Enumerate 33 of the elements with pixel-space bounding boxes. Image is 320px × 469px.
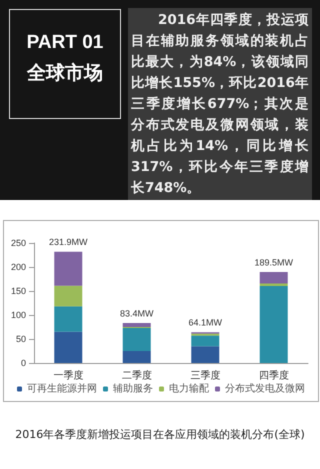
y-tick-label: 100	[10, 310, 26, 320]
y-tick-label: 0	[20, 358, 26, 368]
x-tick-label: 一季度	[53, 370, 84, 382]
legend-label: 分布式发电及微网	[225, 382, 305, 394]
y-tick-label: 200	[10, 262, 26, 272]
text: 2016年各季度新增投运项目在各应用领域的装机分布(全球)	[14, 427, 306, 442]
bar	[260, 272, 288, 284]
bar	[122, 351, 151, 363]
legend-label: 辅助服务	[113, 382, 153, 394]
total-label: 189.5MW	[254, 258, 294, 268]
bar	[191, 336, 220, 346]
total-label: 83.4MW	[120, 308, 154, 318]
bar	[54, 306, 82, 332]
text: PART 01	[26, 32, 104, 54]
bar	[122, 328, 151, 351]
bar	[54, 332, 82, 363]
text: 全球市场	[26, 61, 104, 86]
text: 2016年四季度，投运项目在辅助服务领域的装机占比最大，为84%，该领域同比增长155%，环比2016年三季度增长677%；其次是分布式发电及微网领域，装机占比为14%，同比增长317%，环比今年三季度增长748%。	[131, 12, 309, 196]
bar	[191, 346, 220, 363]
x-tick-label: 四季度	[258, 370, 289, 382]
legend-label: 电力输配	[169, 382, 209, 394]
total-label: 231.9MW	[48, 237, 88, 248]
legend-label: 可再生能源并网	[27, 382, 97, 394]
bar	[54, 286, 82, 306]
total-label: 64.1MW	[188, 318, 223, 328]
bar	[260, 286, 288, 363]
y-tick-label: 150	[10, 286, 26, 296]
x-tick-label: 三季度	[190, 370, 220, 382]
bar	[54, 252, 82, 286]
y-tick-label: 250	[10, 238, 26, 248]
bar	[122, 322, 151, 327]
y-tick-label: 50	[16, 334, 26, 344]
x-tick-label: 二季度	[122, 370, 152, 382]
